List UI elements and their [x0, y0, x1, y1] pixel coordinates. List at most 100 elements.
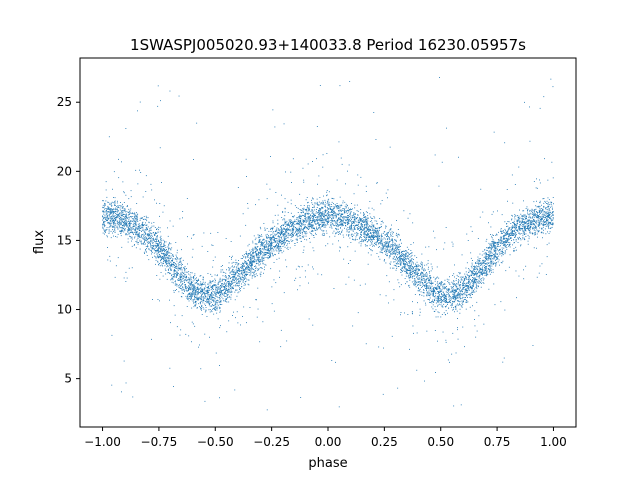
- data-point: [543, 214, 545, 216]
- data-point: [226, 287, 227, 289]
- data-point: [109, 219, 111, 221]
- data-point: [527, 243, 529, 245]
- data-point: [260, 235, 261, 237]
- data-point: [176, 260, 178, 262]
- data-point: [512, 222, 513, 223]
- data-point: [225, 288, 227, 290]
- data-point: [192, 293, 194, 295]
- data-point: [217, 291, 218, 293]
- data-point: [489, 271, 491, 272]
- data-point: [471, 264, 473, 266]
- data-point: [145, 250, 147, 252]
- data-point: [352, 222, 354, 224]
- data-point: [156, 240, 157, 242]
- data-point: [376, 239, 378, 240]
- data-point: [288, 230, 290, 231]
- data-point: [226, 288, 228, 290]
- data-point: [120, 232, 122, 234]
- data-point: [360, 225, 362, 227]
- data-point: [312, 220, 313, 222]
- data-point: [323, 234, 325, 236]
- data-point: [483, 256, 485, 258]
- data-point: [191, 286, 192, 288]
- data-point: [487, 265, 489, 267]
- data-point: [102, 216, 103, 218]
- data-point: [362, 241, 364, 243]
- data-point: [171, 260, 173, 262]
- data-point: [392, 240, 394, 242]
- data-point: [129, 210, 131, 212]
- data-point: [280, 226, 282, 228]
- data-point: [458, 288, 460, 290]
- data-point: [421, 277, 423, 279]
- data-point: [138, 235, 140, 236]
- data-point: [507, 221, 509, 222]
- data-point: [552, 224, 554, 226]
- data-point: [402, 253, 404, 254]
- data-point: [470, 274, 472, 276]
- data-point: [420, 265, 421, 267]
- data-point: [366, 231, 367, 233]
- data-point: [265, 249, 267, 251]
- data-point: [336, 220, 338, 222]
- data-point: [405, 263, 407, 264]
- data-point: [108, 221, 110, 223]
- data-point: [238, 276, 240, 278]
- data-point: [496, 234, 498, 236]
- data-point: [144, 253, 145, 254]
- data-point: [357, 229, 359, 231]
- data-point: [503, 243, 505, 245]
- data-point: [155, 245, 157, 247]
- data-point: [196, 291, 198, 293]
- data-point: [209, 284, 211, 286]
- data-point: [258, 261, 260, 263]
- data-point: [343, 222, 345, 223]
- data-point: [239, 271, 240, 272]
- data-point: [324, 211, 326, 213]
- data-point: [330, 224, 332, 226]
- data-point: [364, 237, 366, 238]
- data-point: [250, 260, 252, 262]
- data-point: [129, 223, 131, 225]
- data-point: [304, 213, 306, 215]
- data-point: [415, 282, 417, 284]
- data-point: [306, 220, 308, 222]
- data-point: [284, 238, 286, 240]
- data-point: [280, 234, 281, 236]
- data-point: [199, 288, 201, 290]
- data-point: [264, 263, 266, 265]
- data-point: [330, 220, 332, 221]
- data-point: [282, 211, 284, 212]
- data-point: [348, 221, 350, 222]
- data-point: [400, 270, 402, 271]
- data-point: [197, 298, 198, 300]
- data-point: [184, 271, 186, 273]
- data-point: [537, 211, 539, 213]
- data-point: [461, 276, 463, 278]
- data-point: [482, 277, 484, 279]
- data-point: [329, 217, 331, 218]
- data-point: [179, 275, 181, 277]
- data-point: [117, 210, 119, 211]
- data-point: [546, 216, 548, 217]
- data-point: [440, 304, 442, 306]
- data-point: [458, 304, 460, 306]
- data-point: [126, 206, 128, 207]
- data-point: [348, 216, 349, 218]
- data-point: [219, 301, 221, 303]
- data-point: [365, 222, 367, 223]
- data-point: [506, 238, 508, 240]
- data-point: [426, 294, 427, 296]
- data-point: [451, 291, 453, 293]
- data-point: [122, 230, 124, 232]
- data-point: [307, 206, 308, 208]
- data-point: [479, 253, 481, 255]
- data-point: [493, 243, 495, 245]
- data-point: [244, 260, 246, 262]
- data-point: [272, 232, 274, 234]
- data-point: [407, 255, 408, 257]
- data-point: [441, 306, 443, 308]
- data-point: [283, 250, 285, 252]
- data-point: [391, 238, 393, 240]
- data-point: [477, 262, 479, 264]
